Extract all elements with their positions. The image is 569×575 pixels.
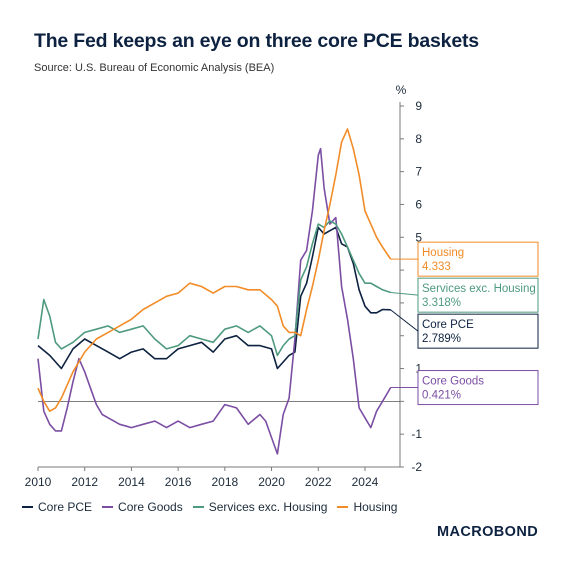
callout-name-core-pce: Core PCE (422, 319, 474, 331)
y-tick-label: -2 (411, 460, 422, 474)
legend-label-housing: Housing (353, 500, 398, 514)
x-tick-label: 2016 (165, 475, 192, 489)
legend-swatch-core-goods (102, 505, 114, 509)
y-tick-label: 1 (415, 362, 422, 376)
series-line-housing (37, 128, 392, 413)
y-tick-label: 9 (415, 99, 422, 113)
callout-value-housing: 4.333 (422, 261, 451, 273)
series-line-services-exc-housing (37, 220, 391, 357)
legend-swatch-core-pce (22, 505, 33, 509)
legend-item-services-exc-housing: Services exc. Housing (192, 500, 328, 514)
x-tick-label: 2010 (25, 475, 52, 489)
x-tick-label: 2022 (305, 475, 332, 489)
series-line-core-goods (37, 147, 392, 455)
macrobond-logo: MACROBOND (437, 524, 539, 540)
callout-value-core-pce: 2.789% (422, 333, 461, 345)
callout-name-services-exc-housing: Services exc. Housing (422, 283, 536, 295)
legend-label-core-goods: Core Goods (118, 500, 183, 514)
callout-name-core-goods: Core Goods (422, 376, 484, 388)
callout-box-services-exc-housing (417, 277, 539, 313)
legend-swatch-housing (337, 505, 349, 509)
legend-label-core-pce: Core PCE (38, 500, 93, 514)
y-tick-label: 6 (415, 197, 422, 211)
callout-box-core-pce (417, 313, 539, 349)
page-title: The Fed keeps an eye on three core PCE b… (34, 30, 479, 52)
y-tick-label: 8 (415, 132, 422, 146)
legend-label-services-exc-housing: Services exc. Housing (208, 500, 328, 514)
x-tick-label: 2018 (211, 475, 238, 489)
x-tick-label: 2020 (258, 475, 285, 489)
y-tick-label: -1 (411, 427, 422, 441)
chart-legend: Core PCE Core Goods Services exc. Housing H… (22, 500, 407, 514)
callout-leader-core-pce (390, 309, 419, 332)
callout-value-services-exc-housing: 3.318% (422, 297, 461, 309)
callout-box-housing (417, 241, 539, 277)
legend-item-core-pce: Core PCE (22, 500, 92, 514)
y-tick-label: 5 (415, 230, 422, 244)
y-tick-label: 7 (415, 165, 422, 179)
legend-item-housing: Housing (337, 500, 397, 514)
callout-box-core-goods (417, 370, 539, 406)
legend-swatch-services-exc-housing (192, 505, 204, 509)
x-tick-label: 2014 (118, 475, 145, 489)
y-unit-label: % (396, 83, 407, 97)
callout-value-core-goods: 0.421% (422, 390, 461, 402)
callout-name-housing: Housing (422, 247, 464, 259)
x-tick-label: 2012 (71, 475, 98, 489)
x-tick-label: 2024 (352, 475, 379, 489)
callout-leader-services-exc-housing (390, 291, 419, 296)
legend-item-core-goods: Core Goods (102, 500, 183, 514)
chart-source: Source: U.S. Bureau of Economic Analysis… (34, 62, 275, 74)
